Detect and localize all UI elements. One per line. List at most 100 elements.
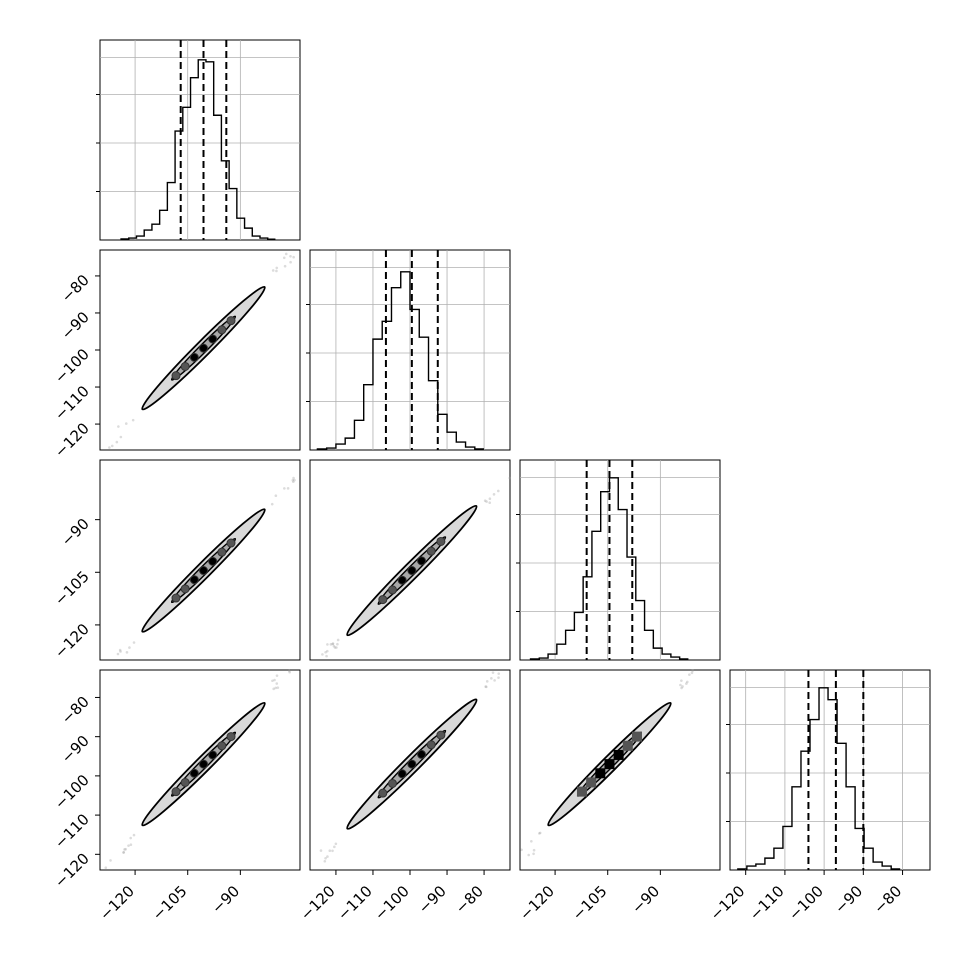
x-tick-label: −110 <box>746 882 788 924</box>
scatter-point <box>680 679 683 682</box>
scatter-point <box>276 674 279 677</box>
scatter-point <box>484 499 487 502</box>
scatter-point <box>485 686 488 689</box>
scatter-point <box>497 676 500 679</box>
scatter-point <box>120 436 123 439</box>
scatter-point <box>132 419 135 422</box>
scatter-point <box>679 684 682 687</box>
density-dot <box>227 317 235 325</box>
x-tick-label: −80 <box>870 882 905 917</box>
density-dot <box>218 548 226 556</box>
scatter-point <box>283 487 286 490</box>
x-tick-label: −80 <box>452 882 487 917</box>
scatter-point <box>490 677 493 680</box>
density-cell <box>586 777 596 787</box>
density-dot <box>388 586 396 594</box>
x-tick-label: −120 <box>707 882 749 924</box>
scatter-point <box>324 860 327 863</box>
y-tick-label: −80 <box>58 271 93 306</box>
scatter-point <box>331 643 334 646</box>
y-tick-label: −110 <box>51 382 93 424</box>
scatter-point <box>333 846 336 849</box>
scatter-panel-1-0 <box>100 250 300 450</box>
density-dot <box>181 778 189 786</box>
scatter-point <box>334 646 337 649</box>
x-tick-label: −105 <box>149 882 191 924</box>
scatter-point <box>335 842 338 845</box>
histogram-panel-3 <box>726 670 930 870</box>
scatter-point <box>492 671 495 674</box>
scatter-point <box>104 866 107 869</box>
y-tick-label: −110 <box>51 810 93 852</box>
x-tick-label: −90 <box>208 882 243 917</box>
panel-frame <box>100 460 300 660</box>
scatter-point <box>289 261 292 264</box>
density-dot <box>200 760 208 768</box>
scatter-point <box>277 686 280 689</box>
scatter-point <box>271 503 274 506</box>
scatter-point <box>532 852 535 855</box>
density-dot <box>418 557 426 565</box>
scatter-point <box>337 639 340 642</box>
scatter-panel-3-2 <box>520 669 720 870</box>
density-dot <box>398 576 406 584</box>
density-dot <box>437 537 445 545</box>
scatter-point <box>488 501 491 504</box>
density-dot <box>218 742 226 750</box>
y-tick-label: −100 <box>51 771 93 813</box>
scatter-point <box>116 441 119 444</box>
y-tick-label: −90 <box>58 308 93 343</box>
scatter-point <box>275 494 278 497</box>
density-cell <box>577 787 587 797</box>
scatter-point <box>533 849 536 852</box>
scatter-point <box>272 269 275 272</box>
scatter-point <box>293 479 296 482</box>
histogram-step <box>738 688 900 870</box>
density-dot <box>200 567 208 575</box>
scatter-point <box>486 680 489 683</box>
scatter-point <box>289 255 292 258</box>
scatter-point <box>508 477 511 480</box>
scatter-point <box>275 270 278 273</box>
scatter-point <box>328 849 331 852</box>
density-dot <box>190 769 198 777</box>
x-tick-label: −90 <box>831 882 866 917</box>
density-dot <box>172 372 180 380</box>
scatter-panel-2-0 <box>100 460 300 660</box>
x-tick-label: −120 <box>96 882 138 924</box>
density-dot <box>172 788 180 796</box>
scatter-point <box>109 859 112 862</box>
x-tick-label: −120 <box>297 882 339 924</box>
density-dot <box>227 733 235 741</box>
scatter-point <box>275 267 278 270</box>
scatter-point <box>497 490 500 493</box>
scatter-point <box>285 253 288 256</box>
density-cell <box>632 732 642 742</box>
scatter-point <box>331 850 334 853</box>
scatter-point <box>284 265 287 268</box>
scatter-point <box>691 669 694 672</box>
scatter-point <box>538 832 541 835</box>
x-tick-label: −100 <box>371 882 413 924</box>
y-tick-label: −120 <box>51 620 93 662</box>
scatter-point <box>493 679 496 682</box>
density-dot <box>408 760 416 768</box>
density-dot <box>427 547 435 555</box>
scatter-point <box>126 651 129 654</box>
scatter-point <box>272 688 275 691</box>
histogram-step <box>121 60 275 240</box>
x-tick-label: −105 <box>569 882 611 924</box>
scatter-point <box>123 848 126 851</box>
y-tick-label: −120 <box>51 849 93 891</box>
density-cell <box>614 750 624 760</box>
scatter-point <box>108 446 111 449</box>
density-dot <box>190 353 198 361</box>
density-dot <box>379 789 387 797</box>
density-cell <box>623 741 633 751</box>
scatter-point <box>321 653 324 656</box>
density-dot <box>209 335 217 343</box>
scatter-panel-2-1 <box>310 460 511 660</box>
density-dot <box>218 326 226 334</box>
density-cell <box>595 768 605 778</box>
